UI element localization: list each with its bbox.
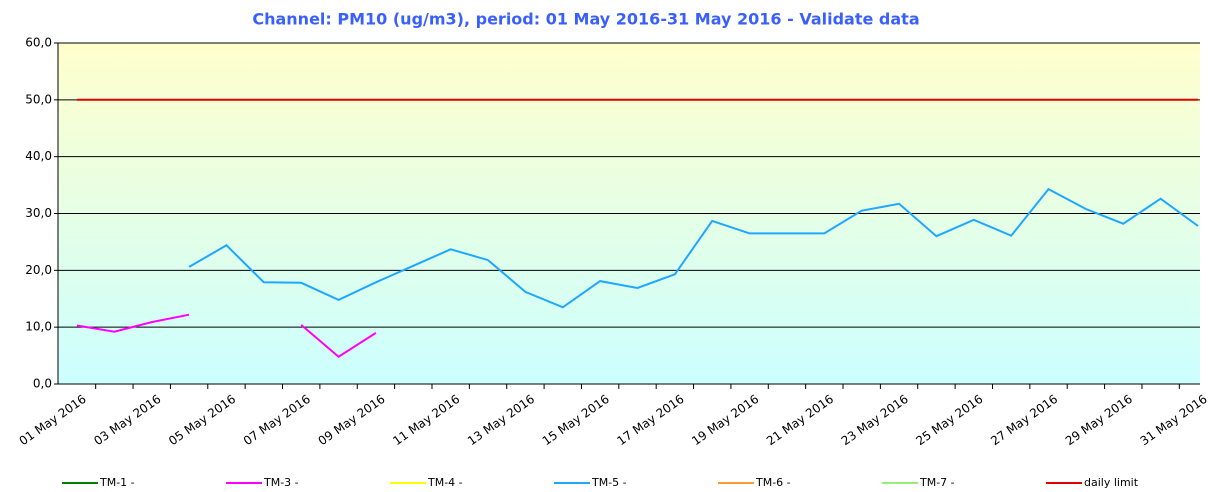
series-line bbox=[188, 187, 1199, 309]
x-tick-label: 05 May 2016 bbox=[166, 392, 238, 448]
x-tick-label: 23 May 2016 bbox=[839, 392, 911, 448]
x-tick-label: 19 May 2016 bbox=[689, 392, 761, 448]
legend-label: TM-5 - bbox=[591, 476, 627, 489]
x-tick-label: 29 May 2016 bbox=[1063, 392, 1135, 448]
x-tick-label: 25 May 2016 bbox=[913, 392, 985, 448]
legend-label: TM-3 - bbox=[263, 476, 299, 489]
y-tick-label: 10,0 bbox=[25, 320, 52, 334]
series-line bbox=[76, 313, 377, 358]
x-tick-label: 31 May 2016 bbox=[1138, 392, 1208, 448]
x-tick-label: 15 May 2016 bbox=[540, 392, 612, 448]
legend-label: TM-4 - bbox=[427, 476, 463, 489]
x-tick-label: 03 May 2016 bbox=[91, 392, 163, 448]
legend-label: TM-1 - bbox=[99, 476, 135, 489]
y-tick-label: 30,0 bbox=[25, 206, 52, 220]
chart-title: Channel: PM10 (ug/m3), period: 01 May 20… bbox=[252, 10, 919, 29]
y-tick-label: 40,0 bbox=[25, 149, 52, 163]
x-tick-label: 21 May 2016 bbox=[764, 392, 836, 448]
legend-label: TM-7 - bbox=[919, 476, 955, 489]
x-tick-label: 17 May 2016 bbox=[614, 392, 686, 448]
x-tick-label: 09 May 2016 bbox=[316, 392, 388, 448]
x-tick-label: 01 May 2016 bbox=[17, 392, 89, 448]
x-tick-label: 11 May 2016 bbox=[390, 392, 462, 448]
y-tick-label: 20,0 bbox=[25, 263, 52, 277]
legend-label: daily limit bbox=[1084, 476, 1139, 489]
y-tick-label: 60,0 bbox=[25, 36, 52, 50]
x-tick-label: 13 May 2016 bbox=[465, 392, 537, 448]
x-tick-label: 27 May 2016 bbox=[988, 392, 1060, 448]
legend-label: TM-6 - bbox=[755, 476, 791, 489]
x-tick-label: 07 May 2016 bbox=[241, 392, 313, 448]
y-tick-label: 50,0 bbox=[25, 92, 52, 106]
y-tick-label: 0,0 bbox=[33, 377, 52, 391]
